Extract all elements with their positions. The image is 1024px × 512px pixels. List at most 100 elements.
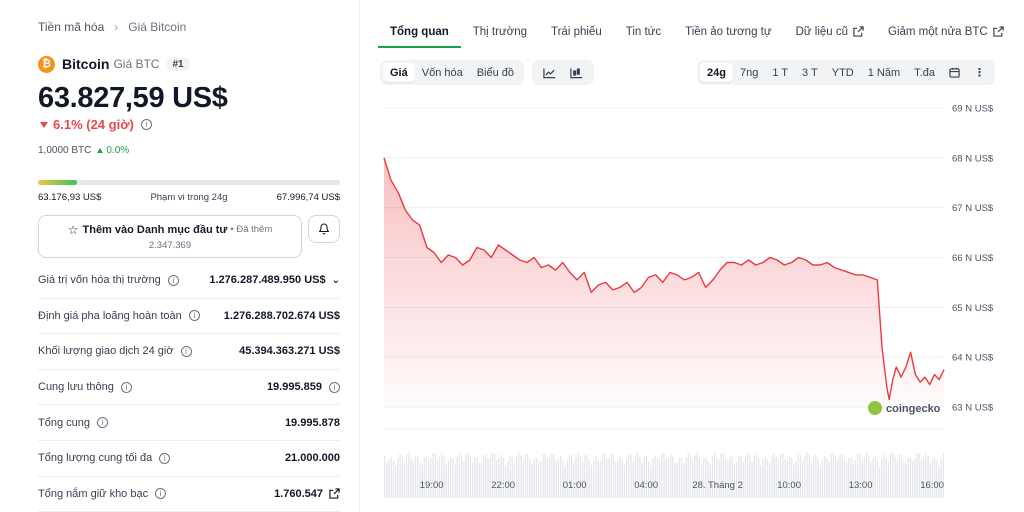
info-icon[interactable]: i (188, 310, 200, 322)
volume-bar (696, 452, 698, 498)
volume-bar (623, 464, 626, 498)
volume-bar (896, 460, 898, 498)
volume-bar (610, 453, 612, 498)
volume-bar (940, 457, 942, 498)
range-high: 67.996,74 US$ (276, 192, 340, 203)
volume-bar (868, 454, 870, 498)
volume-bar (665, 458, 667, 498)
chevron-down-icon[interactable]: ⌄ (331, 274, 340, 286)
metric-option[interactable]: Giá (383, 63, 415, 82)
stat-label: Định giá pha loãng hoàn toàn i (38, 310, 200, 322)
metric-option[interactable]: Biểu đồ (476, 66, 515, 79)
range-option[interactable]: 1 Năm (867, 66, 901, 79)
volume-bar (388, 459, 390, 498)
range-option[interactable]: 1 T (772, 66, 789, 79)
info-icon[interactable]: i (96, 417, 108, 429)
x-tick-label: 13:00 (849, 480, 873, 491)
info-icon[interactable]: i (167, 274, 179, 286)
volume-bar (579, 455, 582, 498)
volume-bar (478, 463, 480, 498)
stat-value: 21.000.000 (285, 452, 340, 464)
volume-bar (918, 453, 920, 498)
btc-amount: 1,0000 BTC (38, 145, 92, 156)
info-icon[interactable]: i (120, 381, 132, 393)
tab-5[interactable]: Tiền ảo tương tự (673, 18, 783, 48)
volume-bar (887, 461, 890, 498)
candlestick-icon[interactable] (563, 63, 590, 82)
tab-6[interactable]: Dữ liệu cũ (784, 18, 876, 48)
volume-bar (472, 462, 474, 498)
range-option[interactable]: T.đa (914, 66, 935, 79)
volume-bar (782, 453, 784, 498)
volume-bar (762, 459, 764, 498)
range-label: Phạm vi trong 24g (150, 192, 228, 203)
line-chart-icon[interactable] (536, 63, 563, 82)
added-prefix: • Đã thêm (230, 224, 273, 235)
volume-bar (771, 455, 773, 498)
volume-bar (821, 459, 824, 498)
volume-bar (456, 456, 458, 498)
external-link-icon[interactable] (329, 488, 340, 500)
volume-bar (634, 455, 637, 498)
volume-bar (786, 460, 788, 498)
info-icon[interactable]: i (140, 119, 152, 130)
tab-1[interactable]: Tổng quan (378, 18, 461, 48)
volume-bar (672, 455, 674, 498)
breadcrumb-parent-link[interactable]: Tiền mã hóa (38, 20, 105, 34)
stat-row: Tổng lượng cung tối đa i 21.000.000 (38, 441, 340, 477)
metric-option[interactable]: Vốn hóa (421, 66, 463, 79)
range-option[interactable]: 7ng (739, 66, 759, 79)
triangle-up-icon (97, 148, 104, 153)
tab-label: Thị trường (472, 26, 527, 38)
volume-bar (430, 458, 432, 498)
info-icon[interactable]: i (155, 488, 167, 500)
y-tick-label: 63 N US$ (952, 403, 994, 414)
price-chart[interactable]: 69 N US$ 68 N US$ 67 N US$ 66 N US$ 65 N US$… (378, 100, 998, 512)
tab-4[interactable]: Tin tức (614, 18, 673, 48)
more-icon[interactable]: ⋮ (973, 67, 985, 79)
calendar-icon[interactable] (942, 63, 967, 82)
volume-bar (656, 458, 659, 498)
tab-label: Tiền ảo tương tự (685, 26, 772, 38)
volume-bar (898, 454, 901, 498)
stat-value: 1.276.287.489.950 US$ ⌄ (209, 274, 340, 286)
x-tick-label: 22:00 (491, 480, 515, 491)
star-icon: ☆ (67, 222, 79, 237)
info-icon[interactable]: i (180, 345, 192, 357)
range-option[interactable]: 3 T (802, 66, 818, 79)
volume-bar (901, 455, 903, 498)
volume-bar (678, 457, 681, 498)
price-alert-button[interactable] (308, 215, 340, 243)
tab-7[interactable]: Giảm một nửa BTC (876, 18, 1016, 48)
volume-bar (527, 453, 529, 498)
volume-bar (390, 456, 392, 498)
volume-bar (736, 462, 738, 498)
portfolio-count: 2.347.369 (148, 239, 192, 251)
range-option[interactable]: 24g (700, 63, 733, 82)
watermark-text: coingecko (886, 403, 941, 415)
volume-bar (659, 459, 661, 498)
volume-bar (509, 456, 511, 498)
coin-summary-panel: Tiền mã hóa › Giá Bitcoin ₿ Bitcoin Giá … (38, 0, 342, 512)
tab-2[interactable]: Thị trường (461, 18, 539, 48)
volume-bar (689, 454, 692, 498)
volume-bar (632, 461, 634, 498)
volume-bar (483, 455, 485, 498)
volume-bar (824, 455, 826, 498)
volume-bar (698, 456, 700, 498)
range-option[interactable]: YTD (831, 66, 854, 79)
volume-bars (384, 452, 945, 498)
info-icon[interactable]: i (329, 381, 340, 393)
x-tick-label: 28. Tháng 2 (692, 480, 743, 491)
add-to-portfolio-button[interactable]: ☆ Thêm vào Danh mục đầu tư • Đã thêm 2.3… (38, 215, 302, 258)
volume-bar (791, 458, 793, 498)
volume-bar (674, 462, 676, 498)
tab-3[interactable]: Trái phiếu (539, 18, 614, 48)
volume-bar (630, 455, 632, 498)
volume-bar (645, 455, 648, 498)
x-tick-label: 04:00 (634, 480, 658, 491)
volume-bar (617, 460, 619, 498)
volume-bar (707, 461, 709, 498)
stat-label: Giá trị vốn hóa thị trường i (38, 274, 179, 286)
info-icon[interactable]: i (159, 452, 171, 464)
